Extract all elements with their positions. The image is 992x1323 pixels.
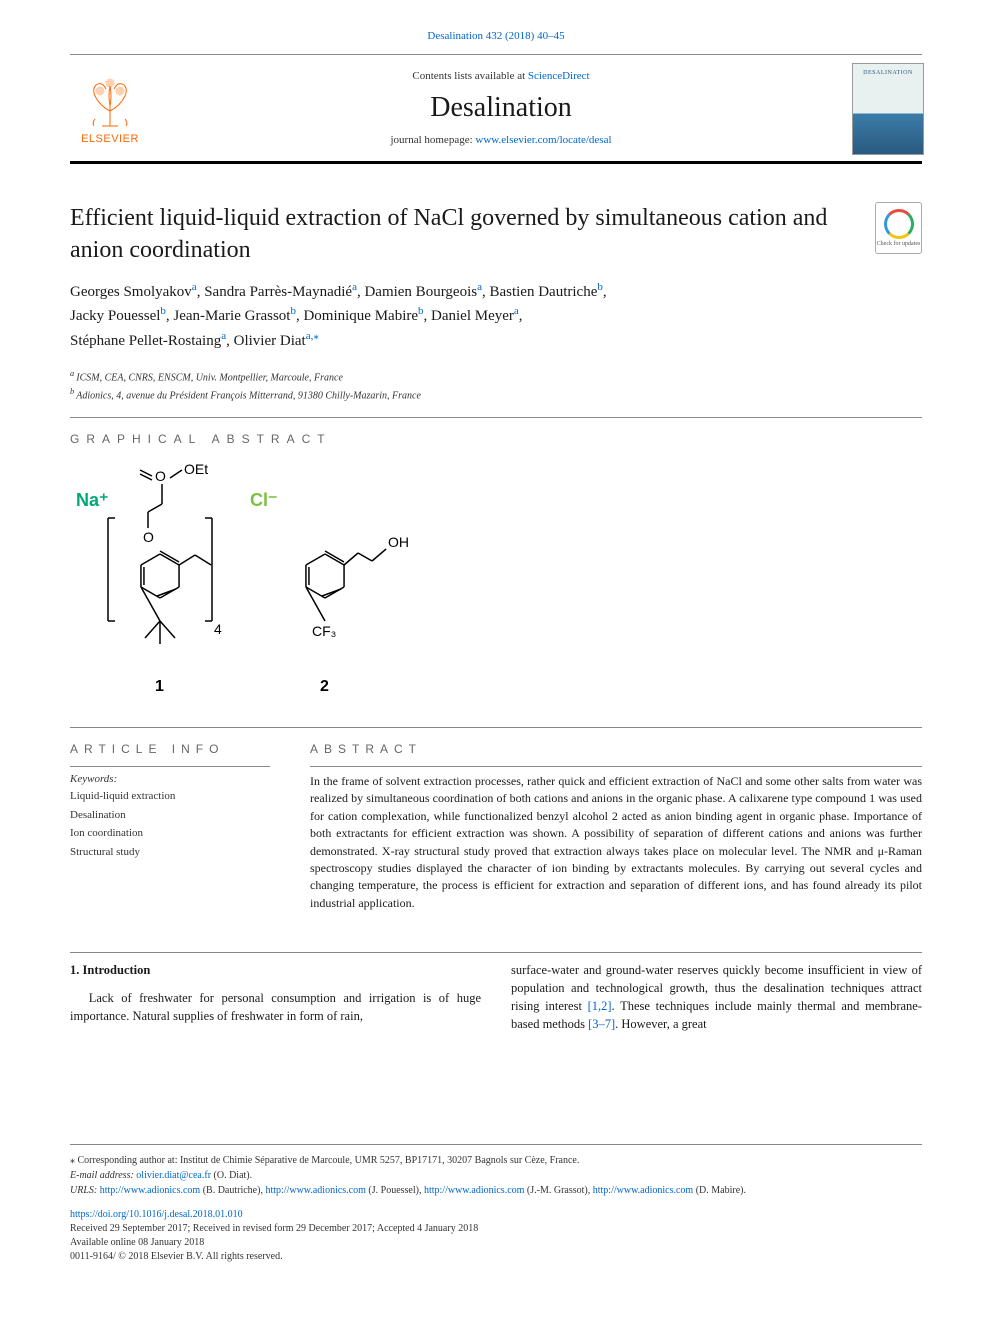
author-url-person: (D. Mabire). xyxy=(693,1185,746,1196)
author-affil-sup: b xyxy=(418,305,424,317)
urls-label: URLS: xyxy=(70,1185,100,1196)
author-name: Bastien Dautriche xyxy=(489,284,597,300)
authors-block: Georges Smolyakova, Sandra Parrès-Maynad… xyxy=(70,279,922,353)
author-affil-sup: b xyxy=(290,305,296,317)
svg-text:2: 2 xyxy=(320,678,329,695)
affiliation-line: a ICSM, CEA, CNRS, ENSCM, Univ. Montpell… xyxy=(70,368,922,385)
email-link[interactable]: olivier.diat@cea.fr xyxy=(136,1170,211,1181)
ref-link-3-7[interactable]: [3–7] xyxy=(588,1017,615,1031)
email-line: E-mail address: olivier.diat@cea.fr (O. … xyxy=(70,1168,922,1183)
crossmark-badge[interactable]: Check for updates xyxy=(875,202,922,254)
email-label: E-mail address: xyxy=(70,1170,136,1181)
author-url-link[interactable]: http://www.adionics.com xyxy=(100,1185,200,1196)
svg-text:4: 4 xyxy=(214,621,222,637)
elsevier-tree-icon xyxy=(80,71,140,131)
article-info-heading: ARTICLE INFO xyxy=(70,742,270,756)
author-name: Sandra Parrès-Maynadié xyxy=(204,284,352,300)
svg-text:1: 1 xyxy=(155,678,164,695)
svg-text:OH: OH xyxy=(388,534,409,550)
publisher-logo-text: ELSEVIER xyxy=(81,133,139,145)
author-name: Damien Bourgeois xyxy=(364,284,477,300)
author-url-person: (J.-M. Grassot), xyxy=(524,1185,592,1196)
crossmark-icon xyxy=(884,209,914,239)
author-url-person: (B. Dautriche), xyxy=(200,1185,265,1196)
author-affil-sup: a,⁎ xyxy=(306,330,319,342)
corresponding-author-note: ⁎ Corresponding author at: Institut de C… xyxy=(70,1153,922,1168)
keyword: Liquid-liquid extraction xyxy=(70,787,270,806)
svg-text:Cl⁻: Cl⁻ xyxy=(250,490,278,510)
homepage-line: journal homepage: www.elsevier.com/locat… xyxy=(150,134,852,146)
keyword: Ion coordination xyxy=(70,824,270,843)
publisher-logo-block: ELSEVIER xyxy=(70,71,150,145)
author-name: Georges Smolyakov xyxy=(70,284,192,300)
divider xyxy=(70,417,922,418)
author-url-link[interactable]: http://www.adionics.com xyxy=(593,1185,693,1196)
body-columns: 1. Introduction Lack of freshwater for p… xyxy=(70,961,922,1034)
crossmark-text: Check for updates xyxy=(877,241,921,247)
svg-text:O: O xyxy=(155,468,166,484)
body-col-left: 1. Introduction Lack of freshwater for p… xyxy=(70,961,481,1034)
abstract-column: ABSTRACT In the frame of solvent extract… xyxy=(310,728,922,912)
homepage-pre: journal homepage: xyxy=(390,134,475,146)
author-affil-sup: b xyxy=(597,281,603,293)
chemical-structures-svg: Na⁺ O OEt O 4 1 Cl⁻ OH CF₃ 2 xyxy=(70,456,430,706)
sciencedirect-link[interactable]: ScienceDirect xyxy=(528,70,590,82)
author-affil-sup: a xyxy=(192,281,197,293)
author-url-link[interactable]: http://www.adionics.com xyxy=(424,1185,524,1196)
homepage-link[interactable]: www.elsevier.com/locate/desal xyxy=(475,134,611,146)
author-url-link[interactable]: http://www.adionics.com xyxy=(265,1185,365,1196)
author-name: Stéphane Pellet-Rostaing xyxy=(70,333,221,349)
contents-lists-pre: Contents lists available at xyxy=(412,70,527,82)
introduction-heading: 1. Introduction xyxy=(70,961,481,979)
abstract-text: In the frame of solvent extraction proce… xyxy=(310,773,922,912)
email-person: (O. Diat). xyxy=(211,1170,252,1181)
ref-link-1-2[interactable]: [1,2] xyxy=(588,999,612,1013)
author-name: Olivier Diat xyxy=(234,333,306,349)
svg-text:O: O xyxy=(143,529,154,545)
keywords-label: Keywords: xyxy=(70,773,270,785)
author-name: Jean-Marie Grassot xyxy=(173,308,290,324)
author-name: Jacky Pouessel xyxy=(70,308,160,324)
abstract-heading: ABSTRACT xyxy=(310,742,922,756)
urls-line: URLS: http://www.adionics.com (B. Dautri… xyxy=(70,1183,922,1198)
svg-text:CF₃: CF₃ xyxy=(312,623,336,639)
divider xyxy=(70,952,922,953)
footnotes: ⁎ Corresponding author at: Institut de C… xyxy=(70,1144,922,1198)
journal-header: ELSEVIER Contents lists available at Sci… xyxy=(70,54,922,164)
article-title: Efficient liquid-liquid extraction of Na… xyxy=(70,202,875,267)
journal-title: Desalination xyxy=(150,92,852,124)
keywords-list: Liquid-liquid extractionDesalinationIon … xyxy=(70,787,270,862)
keyword: Desalination xyxy=(70,806,270,825)
cover-title: DESALINATION xyxy=(853,70,923,76)
author-affil-sup: a xyxy=(514,305,519,317)
author-affil-sup: a xyxy=(352,281,357,293)
affiliations-block: a ICSM, CEA, CNRS, ENSCM, Univ. Montpell… xyxy=(70,362,922,403)
divider xyxy=(70,766,270,767)
author-affil-sup: a xyxy=(221,330,226,342)
intro-para-2c: . However, a great xyxy=(615,1017,706,1031)
received-line: Received 29 September 2017; Received in … xyxy=(70,1223,478,1234)
contents-lists-line: Contents lists available at ScienceDirec… xyxy=(150,70,852,82)
top-citation: Desalination 432 (2018) 40–45 xyxy=(70,30,922,42)
author-name: Daniel Meyer xyxy=(431,308,514,324)
svg-text:OEt: OEt xyxy=(184,461,208,477)
available-online-line: Available online 08 January 2018 xyxy=(70,1237,204,1248)
doi-link[interactable]: https://doi.org/10.1016/j.desal.2018.01.… xyxy=(70,1209,243,1220)
author-affil-sup: a xyxy=(477,281,482,293)
divider xyxy=(310,766,922,767)
graphical-abstract-heading: GRAPHICAL ABSTRACT xyxy=(70,432,922,446)
svg-text:Na⁺: Na⁺ xyxy=(76,490,109,510)
author-affil-sup: b xyxy=(160,305,166,317)
body-col-right: surface-water and ground-water reserves … xyxy=(511,961,922,1034)
copyright-line: 0011-9164/ © 2018 Elsevier B.V. All righ… xyxy=(70,1251,283,1262)
author-url-person: (J. Pouessel), xyxy=(366,1185,424,1196)
keyword: Structural study xyxy=(70,843,270,862)
author-name: Dominique Mabire xyxy=(303,308,418,324)
publication-metadata: https://doi.org/10.1016/j.desal.2018.01.… xyxy=(70,1208,922,1264)
affiliation-line: b Adionics, 4, avenue du Président Franç… xyxy=(70,386,922,403)
article-info-column: ARTICLE INFO Keywords: Liquid-liquid ext… xyxy=(70,728,270,912)
graphical-abstract: Na⁺ O OEt O 4 1 Cl⁻ OH CF₃ 2 xyxy=(70,456,922,711)
journal-cover-thumb: DESALINATION xyxy=(852,63,922,153)
intro-para-1: Lack of freshwater for personal consumpt… xyxy=(70,989,481,1025)
